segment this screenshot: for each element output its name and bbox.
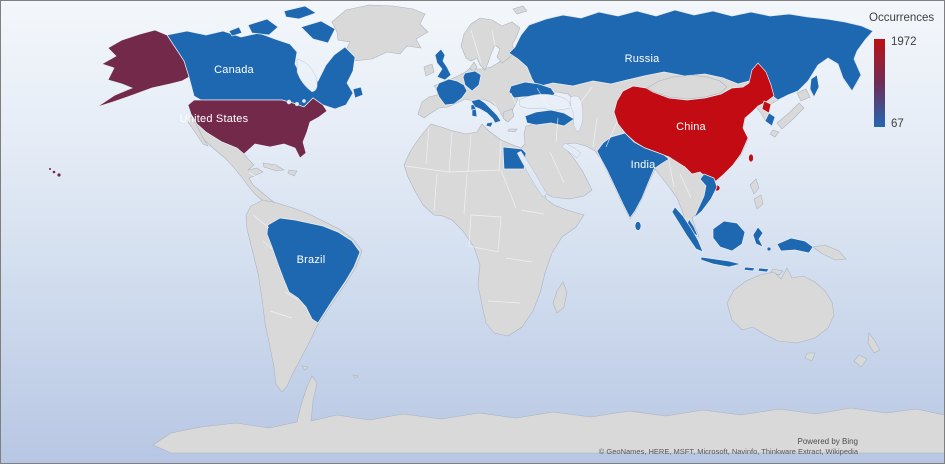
country-united-states-hawaii[interactable]: [49, 168, 61, 177]
landmass-ireland: [423, 63, 435, 77]
country-south-korea[interactable]: [764, 112, 776, 127]
inland-seas: [286, 58, 584, 198]
label-india: India: [630, 159, 656, 171]
label-united-states: United States: [179, 113, 249, 125]
landmass-new-zealand: [867, 332, 881, 354]
country-united-states-alaska[interactable]: [96, 29, 190, 108]
landmass-japan: [776, 102, 805, 130]
label-brazil: Brazil: [296, 254, 326, 266]
persian-gulf: [561, 142, 582, 159]
country-russia[interactable]: [508, 9, 874, 101]
country-taiwan[interactable]: [748, 153, 754, 163]
landmass-philippines: [749, 178, 760, 195]
landmass-mexico-central-america: [193, 123, 284, 210]
label-canada: Canada: [214, 64, 254, 76]
black-sea: [518, 93, 571, 111]
landmass-antarctica: [152, 375, 944, 454]
landmass-australia: [726, 267, 835, 344]
label-china: China: [676, 121, 706, 133]
hudson-bay: [296, 58, 318, 93]
powered-by-bing: Powered by Bing: [797, 437, 858, 446]
shaded-countries: [49, 5, 874, 324]
landmass-madagascar: [552, 281, 568, 314]
landmass-mongolia: [646, 74, 728, 100]
copyright-line: © GeoNames, HERE, MSFT, Microsoft, Navin…: [598, 447, 858, 456]
legend-max-value: 1972: [891, 36, 917, 48]
red-sea: [516, 150, 548, 198]
country-turkey[interactable]: [524, 109, 575, 127]
country-united-states[interactable]: [187, 97, 328, 159]
country-united-kingdom[interactable]: [434, 48, 452, 81]
legend-title: Occurrences: [869, 12, 935, 24]
country-brazil[interactable]: [266, 217, 361, 324]
country-indonesia[interactable]: [671, 206, 814, 273]
map-attribution: Powered by Bing © GeoNames, HERE, MSFT, …: [599, 437, 858, 457]
country-borders: [248, 29, 692, 319]
country-sri-lanka[interactable]: [634, 221, 642, 231]
legend-min-value: 67: [891, 118, 904, 130]
country-italy[interactable]: [470, 98, 502, 124]
country-france[interactable]: [435, 78, 468, 106]
country-india[interactable]: [596, 132, 670, 219]
country-germany[interactable]: [462, 70, 482, 92]
country-vietnam[interactable]: [693, 173, 718, 219]
label-russia: Russia: [624, 53, 660, 65]
legend-gradient-bar: [874, 39, 885, 127]
great-lakes: [286, 99, 292, 105]
caspian-sea: [570, 95, 584, 133]
